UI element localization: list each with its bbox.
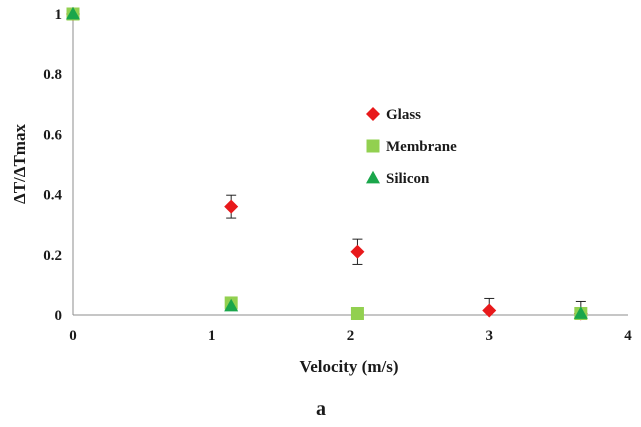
silicon-point	[224, 298, 239, 312]
data-points	[66, 6, 588, 321]
y-tick-label: 0.2	[43, 248, 62, 264]
membrane-point	[350, 306, 364, 320]
legend-silicon-label: Silicon	[386, 171, 430, 187]
x-tick-label: 1	[208, 328, 216, 344]
x-tick-label: 0	[69, 328, 77, 344]
y-tick-labels: 0 0.2 0.4 0.6 0.8 1	[43, 7, 62, 324]
axes	[72, 14, 628, 316]
legend-silicon-marker	[366, 170, 380, 184]
y-tick-label: 0.6	[43, 127, 62, 143]
y-tick-label: 0.8	[43, 67, 62, 83]
legend-membrane-label: Membrane	[386, 139, 457, 155]
y-axis-title: ΔT/ΔTmax	[10, 124, 29, 204]
legend-glass-marker	[366, 107, 380, 121]
glass-point	[482, 303, 497, 318]
x-tick-label: 2	[347, 328, 355, 344]
x-axis-title: Velocity (m/s)	[300, 357, 399, 376]
silicon-point	[573, 306, 588, 319]
panel-label: a	[316, 398, 326, 420]
legend: Glass Membrane Silicon	[366, 107, 457, 187]
x-tick-labels: 0 1 2 3 4	[69, 328, 632, 344]
y-tick-label: 1	[55, 7, 63, 23]
x-tick-label: 3	[486, 328, 494, 344]
legend-membrane-marker	[366, 139, 380, 153]
error-bars	[226, 194, 586, 315]
y-tick-label: 0	[55, 308, 63, 324]
x-tick-label: 4	[624, 328, 632, 344]
silicon-point	[66, 6, 80, 20]
glass-point	[350, 244, 365, 259]
legend-glass-label: Glass	[386, 107, 421, 123]
glass-point	[224, 199, 239, 214]
y-tick-label: 0.4	[43, 188, 62, 204]
